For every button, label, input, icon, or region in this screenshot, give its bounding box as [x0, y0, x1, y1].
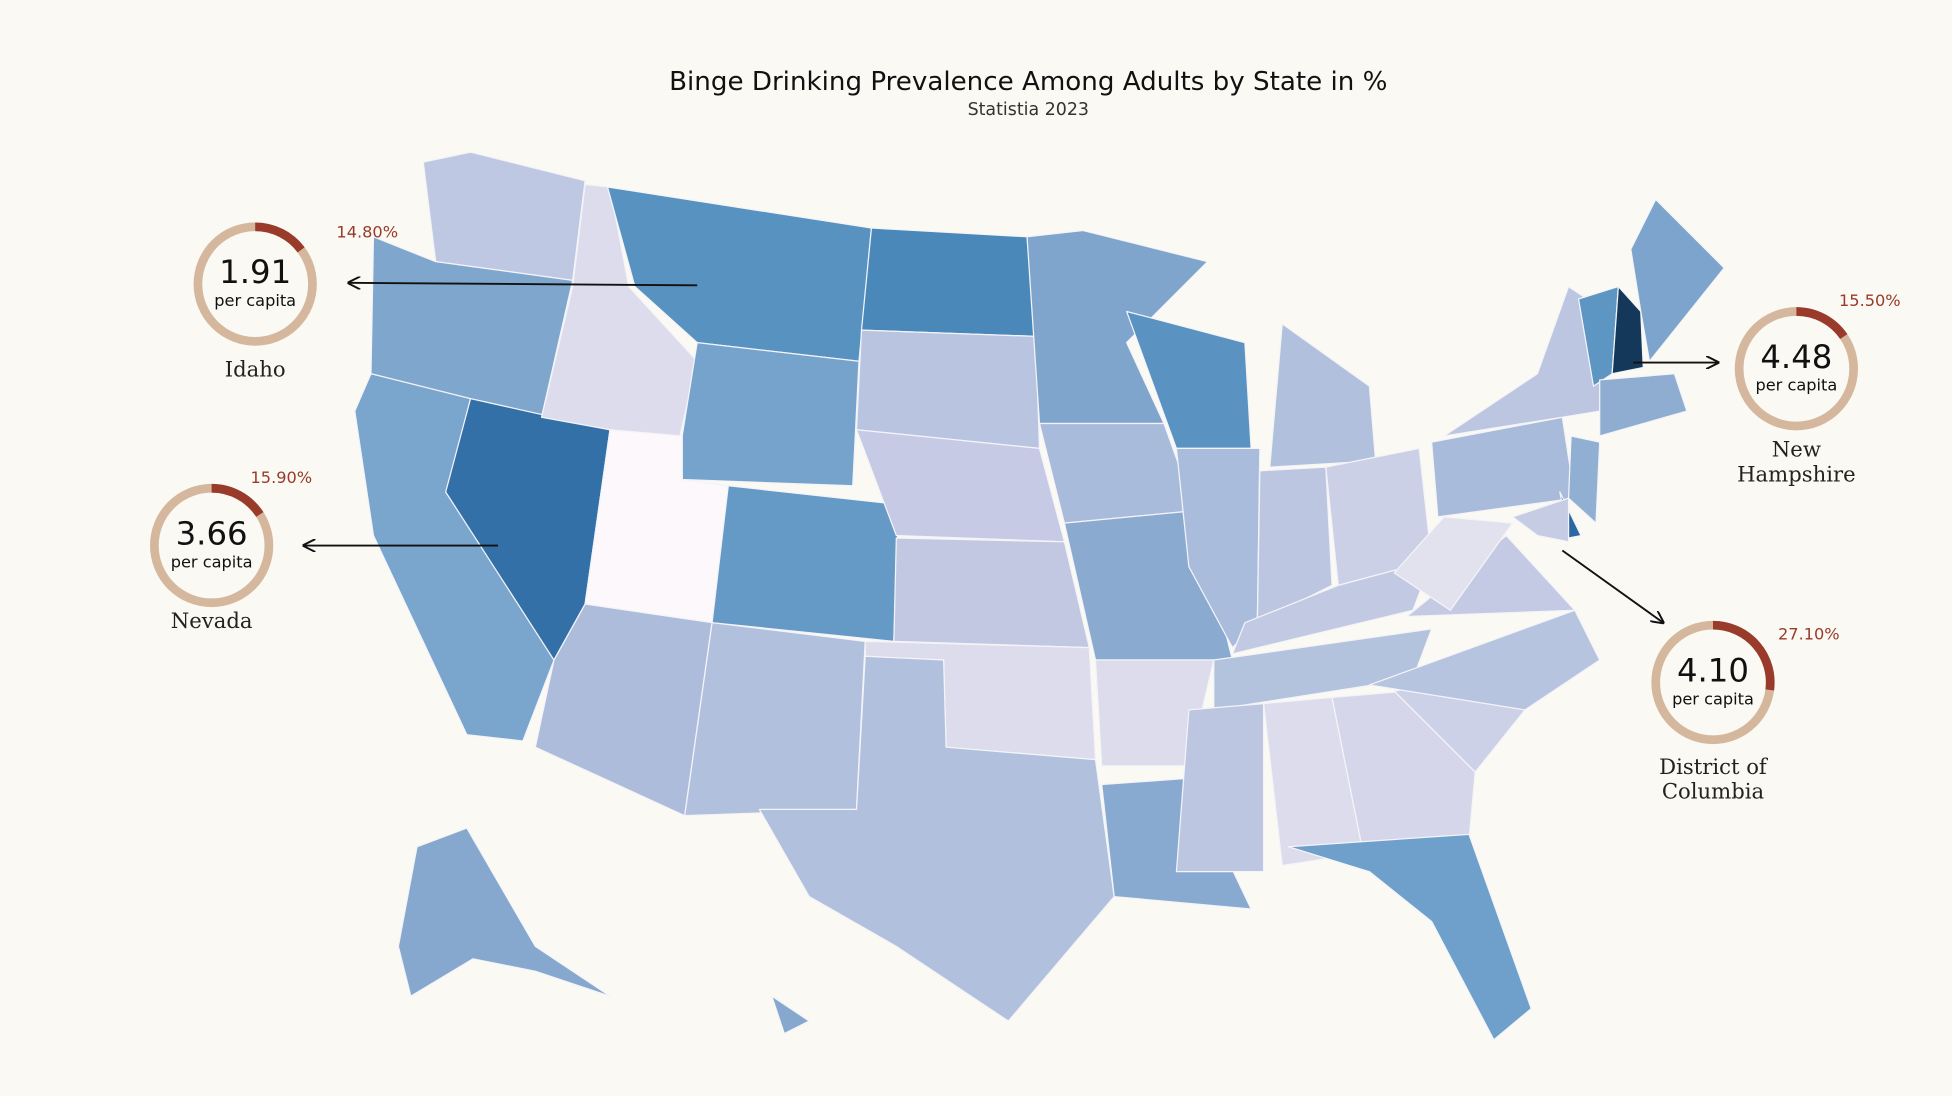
map-subtitle: Statistia 2023: [968, 100, 1089, 120]
ring-arc: [1712, 620, 1775, 691]
states: [354, 151, 1725, 1041]
percent-label: 15.90%: [251, 468, 313, 487]
per-capita-unit: per capita: [1755, 376, 1837, 395]
state-name: New: [1772, 436, 1821, 461]
percent-label: 15.50%: [1839, 291, 1901, 310]
percent-label: 27.10%: [1778, 625, 1840, 644]
per-capita-unit: per capita: [171, 552, 253, 571]
state-name: Nevada: [171, 608, 253, 633]
arrow: [349, 283, 698, 285]
ring-arc: [211, 483, 264, 518]
arrow: [1561, 549, 1663, 622]
state-name: Columbia: [1662, 779, 1765, 804]
percent-label: 14.80%: [336, 223, 398, 242]
state-name: District of: [1659, 754, 1769, 779]
ring-arc: [1796, 307, 1848, 340]
per-capita-value: 3.66: [176, 515, 248, 553]
map-title: Binge Drinking Prevalence Among Adults b…: [669, 67, 1387, 97]
state-name: Hampshire: [1737, 461, 1856, 486]
arrows: [304, 283, 1718, 623]
per-capita-value: 4.10: [1677, 651, 1749, 689]
per-capita-unit: per capita: [214, 291, 296, 310]
per-capita-value: 4.48: [1760, 338, 1832, 376]
per-capita-value: 1.91: [219, 253, 291, 291]
ring-arc: [255, 222, 305, 253]
state-name: Idaho: [225, 357, 286, 382]
per-capita-unit: per capita: [1672, 689, 1754, 708]
